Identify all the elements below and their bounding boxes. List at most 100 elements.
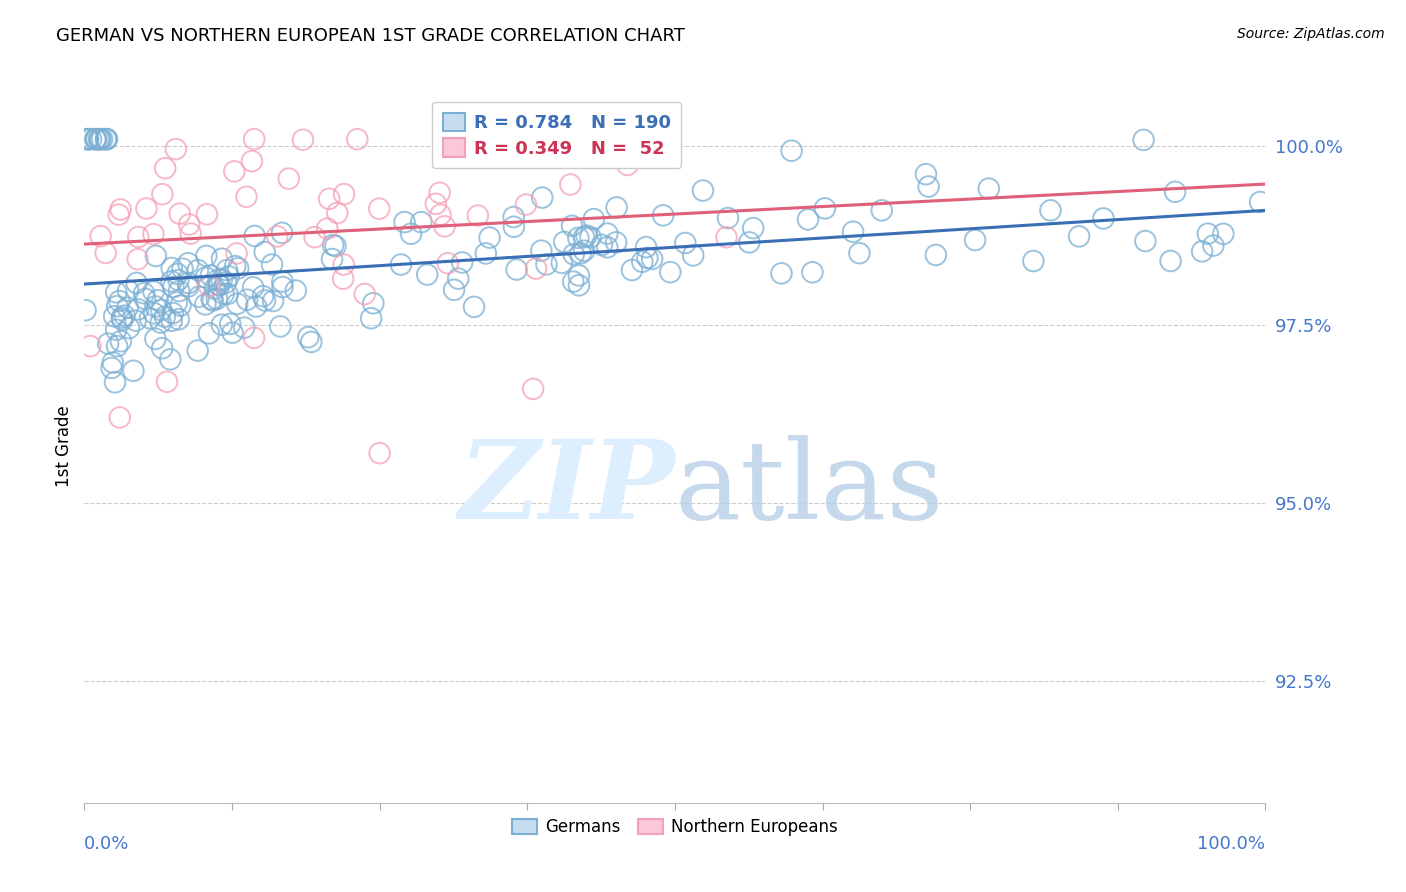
Point <box>368 202 391 216</box>
Point <box>242 280 264 294</box>
Point <box>177 276 200 290</box>
Point <box>266 229 288 244</box>
Point <box>111 310 134 325</box>
Point <box>582 212 605 227</box>
Point <box>79 339 101 353</box>
Point <box>977 181 1000 195</box>
Point <box>596 240 619 254</box>
Text: atlas: atlas <box>675 435 945 542</box>
Point <box>167 273 190 287</box>
Point <box>160 274 183 288</box>
Point <box>606 201 628 215</box>
Point <box>505 262 527 277</box>
Point <box>616 158 638 172</box>
Point <box>245 300 267 314</box>
Point <box>475 246 498 260</box>
Point <box>620 263 643 277</box>
Point <box>284 284 307 298</box>
Point <box>389 258 412 272</box>
Point <box>1191 244 1213 259</box>
Point <box>716 230 738 244</box>
Point <box>89 132 111 146</box>
Point <box>353 287 375 301</box>
Point <box>692 184 714 198</box>
Point <box>159 352 181 367</box>
Point <box>429 186 451 200</box>
Point <box>94 132 117 146</box>
Point <box>605 235 627 250</box>
Point <box>127 302 149 317</box>
Point <box>842 225 865 239</box>
Point <box>332 271 354 285</box>
Point <box>108 293 131 308</box>
Point <box>801 265 824 279</box>
Point <box>561 219 583 233</box>
Point <box>211 318 233 332</box>
Point <box>363 296 385 310</box>
Point <box>89 132 111 146</box>
Point <box>117 301 139 315</box>
Point <box>636 240 658 254</box>
Point <box>277 171 299 186</box>
Point <box>96 132 118 146</box>
Point <box>180 227 202 241</box>
Point <box>636 251 658 265</box>
Point <box>1067 229 1090 244</box>
Point <box>205 292 228 306</box>
Point <box>162 280 184 294</box>
Point <box>742 221 765 235</box>
Point <box>425 197 447 211</box>
Point <box>553 235 575 249</box>
Point <box>110 202 132 217</box>
Point <box>172 261 194 276</box>
Point <box>797 212 820 227</box>
Point <box>107 208 129 222</box>
Point <box>322 238 344 252</box>
Point <box>243 228 266 243</box>
Point <box>177 256 200 270</box>
Point <box>150 187 173 202</box>
Point <box>269 319 291 334</box>
Point <box>195 207 218 221</box>
Point <box>194 297 217 311</box>
Point <box>105 285 128 300</box>
Point <box>467 209 489 223</box>
Point <box>194 270 217 285</box>
Point <box>568 268 591 283</box>
Point <box>368 446 391 460</box>
Point <box>575 228 598 243</box>
Point <box>411 215 433 229</box>
Point <box>416 268 439 282</box>
Point <box>215 276 238 290</box>
Point <box>179 218 201 232</box>
Point <box>304 230 326 244</box>
Point <box>443 283 465 297</box>
Point <box>332 258 354 272</box>
Point <box>177 279 200 293</box>
Point <box>236 293 259 307</box>
Point <box>848 246 870 260</box>
Point <box>100 360 122 375</box>
Point <box>217 287 239 301</box>
Point <box>591 238 613 252</box>
Point <box>316 221 339 235</box>
Point <box>91 132 114 146</box>
Point <box>153 161 176 176</box>
Point <box>224 164 246 178</box>
Point <box>717 211 740 225</box>
Point <box>187 263 209 277</box>
Point <box>94 246 117 260</box>
Point <box>299 334 322 349</box>
Point <box>221 326 243 340</box>
Point <box>451 255 474 269</box>
Point <box>1160 254 1182 268</box>
Legend: Germans, Northern Europeans: Germans, Northern Europeans <box>503 810 846 845</box>
Point <box>225 246 247 260</box>
Point <box>562 275 585 289</box>
Point <box>925 248 948 262</box>
Point <box>436 256 458 270</box>
Point <box>780 144 803 158</box>
Point <box>447 271 470 285</box>
Point <box>271 275 294 289</box>
Point <box>145 332 167 346</box>
